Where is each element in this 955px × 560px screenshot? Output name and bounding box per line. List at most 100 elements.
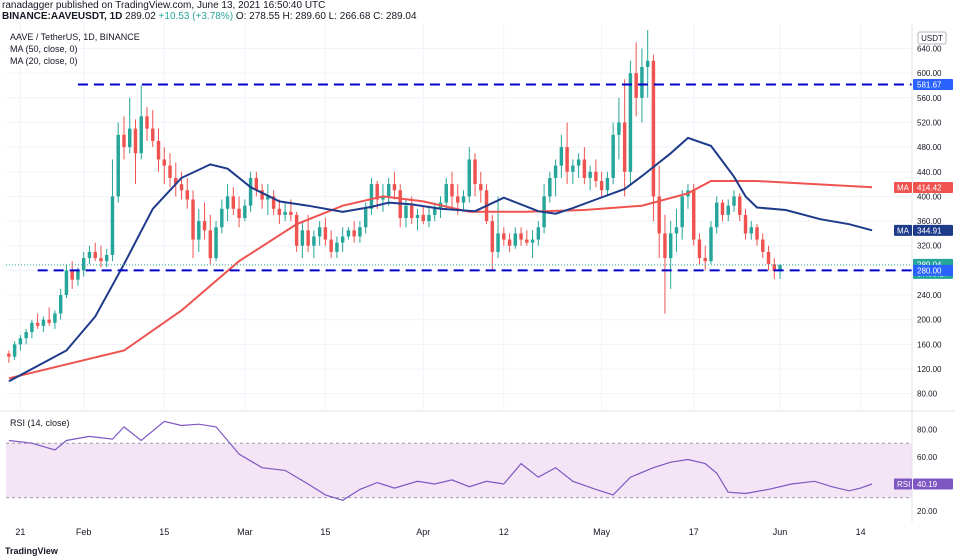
- symbol-label: BINANCE:AAVEUSDT, 1D: [2, 11, 123, 22]
- candle-body: [346, 230, 351, 237]
- candle: [502, 227, 506, 246]
- candle-body: [697, 239, 702, 259]
- candle-body: [185, 190, 190, 200]
- candle-body: [743, 214, 748, 234]
- candle: [18, 335, 23, 351]
- candle-body: [179, 184, 184, 191]
- tradingview-logo: TradingView: [5, 546, 58, 556]
- candle: [467, 147, 472, 203]
- candle: [237, 196, 241, 228]
- price-tick-label: 320.00: [917, 242, 942, 251]
- candle: [64, 264, 69, 299]
- candle: [605, 171, 610, 197]
- candle-body: [755, 227, 759, 240]
- candle-body: [7, 353, 11, 357]
- candle: [732, 190, 736, 212]
- candle-body: [300, 230, 305, 246]
- candle-body: [404, 205, 408, 218]
- candle-body: [536, 227, 541, 240]
- time-tick-label: 15: [159, 527, 170, 537]
- candle-body: [450, 184, 454, 197]
- candle-body: [317, 227, 322, 237]
- candle-body: [761, 239, 765, 252]
- candle-body: [58, 295, 63, 314]
- candle: [185, 177, 190, 209]
- ohlc-values: O: 278.55 H: 289.60 L: 266.68 C: 289.04: [235, 11, 417, 22]
- candle-body: [191, 199, 195, 240]
- candle-body: [323, 227, 328, 240]
- candle-body: [162, 159, 166, 166]
- candle: [599, 171, 604, 197]
- candle: [369, 177, 374, 215]
- time-tick-label: Mar: [237, 527, 253, 537]
- candle: [248, 171, 253, 212]
- candle: [536, 221, 541, 246]
- candle-body: [53, 313, 57, 323]
- candle-body: [266, 196, 270, 200]
- candle-body: [571, 165, 575, 172]
- price-tick-label: 440.00: [917, 168, 942, 177]
- candle: [243, 199, 247, 222]
- price-tick-label: 160.00: [917, 340, 942, 349]
- candle: [720, 199, 725, 222]
- candle: [168, 153, 172, 188]
- candle-body: [197, 221, 201, 240]
- candle: [197, 208, 201, 252]
- candle-body: [289, 211, 293, 215]
- candle: [317, 221, 322, 246]
- candle-body: [81, 258, 86, 271]
- candle: [715, 196, 719, 234]
- candle-body: [657, 196, 661, 234]
- price-tick-label: 560.00: [917, 94, 942, 103]
- candle-body: [93, 251, 97, 259]
- candle-body: [35, 322, 40, 326]
- candle-body: [461, 196, 466, 203]
- candle-body: [766, 251, 771, 265]
- published-line: ranadagger published on TradingView.com,…: [2, 0, 326, 11]
- candle-body: [605, 177, 610, 191]
- currency-badge[interactable]: USDT: [917, 31, 947, 45]
- price-tick-label: 480.00: [917, 143, 942, 152]
- price-chart[interactable]: 80.00 120.00 160.00 200.00 240.00 280.00 320.0…: [0, 24, 955, 410]
- candle-body: [645, 60, 650, 67]
- time-tick-label: 15: [320, 527, 331, 537]
- candle-body: [594, 171, 598, 182]
- candle-body: [392, 184, 397, 191]
- candle-body: [709, 227, 713, 262]
- candle: [323, 218, 328, 246]
- candle: [191, 190, 195, 259]
- candle: [651, 54, 656, 222]
- time-tick-label: 21: [15, 527, 26, 537]
- candle: [110, 159, 115, 262]
- candle: [450, 171, 454, 209]
- rsi-tick-label: 20.00: [917, 507, 938, 516]
- candle: [697, 233, 702, 265]
- candle: [179, 171, 184, 200]
- price-tick-label: 200.00: [917, 316, 942, 325]
- price-label-text: 280.00: [917, 266, 942, 275]
- time-tick-label: 17: [688, 527, 699, 537]
- candle: [87, 245, 92, 265]
- candle-body: [582, 159, 587, 178]
- candle: [47, 307, 51, 326]
- candle-body: [427, 214, 431, 222]
- candle-body: [220, 208, 224, 228]
- candle: [381, 184, 385, 212]
- candle: [208, 214, 213, 265]
- candle: [139, 85, 143, 160]
- price-tick-label: 80.00: [917, 390, 938, 399]
- candle-body: [548, 177, 552, 197]
- price-tick-label: 120.00: [917, 365, 942, 374]
- candle: [743, 208, 748, 240]
- candle: [358, 221, 362, 243]
- candle-body: [386, 184, 391, 197]
- candle: [582, 147, 587, 185]
- candle-body: [479, 184, 483, 191]
- price-label-text: 581.67: [917, 80, 942, 89]
- candle-body: [208, 230, 213, 259]
- candle-body: [599, 181, 604, 191]
- candle-body: [133, 128, 138, 154]
- rsi-band: [6, 442, 912, 499]
- price-tick-label: 520.00: [917, 118, 942, 127]
